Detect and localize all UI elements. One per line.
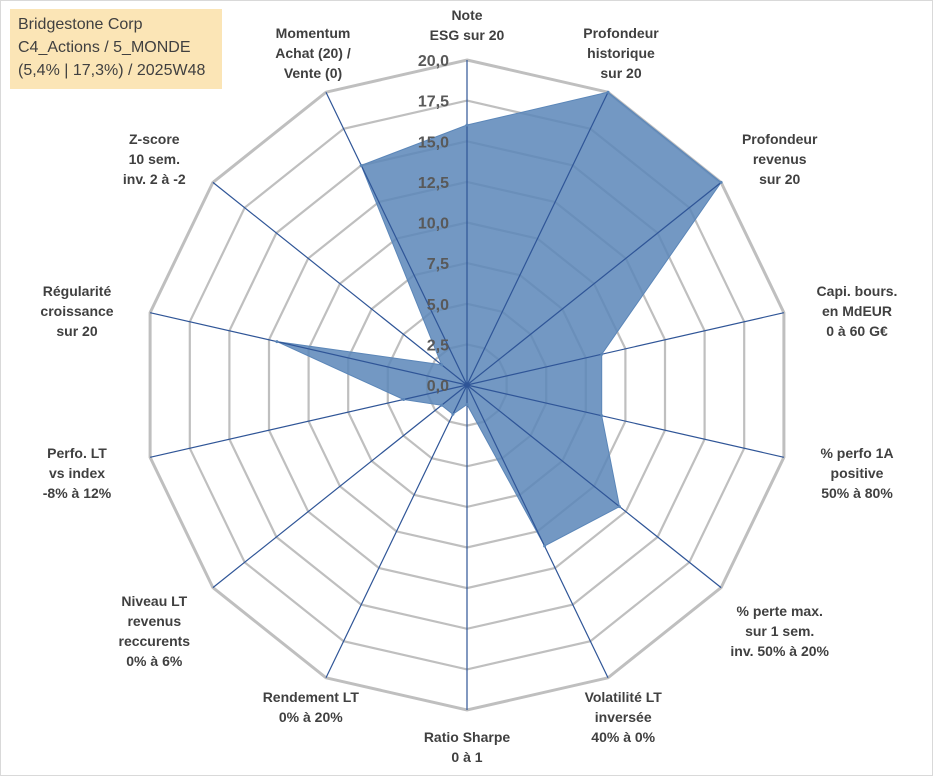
category-label-line: croissance — [40, 303, 113, 319]
data-point — [359, 163, 363, 167]
axis-spoke — [325, 384, 468, 679]
category-label-line: 0 à 60 G€ — [826, 323, 888, 339]
category-label-line: Momentum — [276, 25, 351, 41]
category-label-line: Rendement LT — [263, 689, 360, 705]
tick-label: 0,0 — [427, 378, 449, 395]
tick-label: 2,5 — [427, 337, 449, 354]
category-label: % perte max. sur 1 sem. inv. 50% à 20% — [730, 603, 829, 659]
category-label-line: 50% à 80% — [821, 485, 893, 501]
category-label-line: 10 sem. — [129, 151, 180, 167]
category-label-line: sur 20 — [56, 323, 97, 339]
data-point — [451, 412, 455, 416]
category-label-line: % perfo 1A — [820, 445, 893, 461]
axis-spoke — [325, 91, 468, 386]
data-point — [600, 414, 604, 418]
category-label: Niveau LT revenus reccurents 0% à 6% — [119, 593, 191, 669]
axis-spoke — [212, 181, 468, 386]
data-point — [440, 403, 444, 407]
category-label-line: inv. 50% à 20% — [730, 643, 829, 659]
tick-label: 17,5 — [418, 94, 449, 111]
category-label: Régularité croissance sur 20 — [40, 283, 113, 339]
category-label: Profondeur historique sur 20 — [583, 25, 659, 81]
category-label: Ratio Sharpe 0 à 1 — [424, 729, 511, 765]
data-point — [719, 180, 723, 184]
category-label-line: Z-score — [129, 131, 180, 147]
data-point — [606, 90, 610, 94]
category-label-line: Niveau LT — [121, 593, 187, 609]
category-label-line: Note — [451, 7, 482, 23]
category-label-line: Volatilité LT — [585, 689, 663, 705]
tick-label: 12,5 — [418, 175, 449, 192]
axis-spoke — [466, 312, 785, 386]
data-point — [618, 505, 621, 509]
category-label-line: Profondeur — [583, 25, 659, 41]
category-label-line: historique — [587, 45, 655, 61]
axis-spoke — [466, 181, 722, 386]
category-label-line: Perfo. LT — [47, 445, 107, 461]
category-label-line: sur 1 sem. — [745, 623, 814, 639]
category-label: Perfo. LT vs index -8% à 12% — [43, 445, 112, 501]
category-label-line: 0% à 6% — [126, 653, 183, 669]
axis-spoke — [466, 91, 609, 386]
axis-spoke — [466, 384, 609, 679]
data-point — [440, 363, 444, 367]
category-label-line: revenus — [753, 151, 807, 167]
category-label-line: 0% à 20% — [279, 709, 343, 725]
info-category: C4_Actions / 5_MONDE — [18, 39, 191, 56]
category-label-line: inversée — [595, 709, 652, 725]
axis-spoke — [149, 384, 468, 458]
data-point — [600, 352, 604, 356]
category-label-line: reccurents — [119, 633, 191, 649]
tick-label: 15,0 — [418, 134, 449, 151]
category-label: Profondeur revenus sur 20 — [742, 131, 818, 187]
category-label-line: inv. 2 à -2 — [123, 171, 186, 187]
tick-label: 10,0 — [418, 216, 449, 233]
category-label: Capi. bours. en MdEUR 0 à 60 G€ — [817, 283, 898, 339]
category-label-line: Ratio Sharpe — [424, 729, 511, 745]
category-label-line: sur 20 — [600, 65, 641, 81]
info-box: Bridgestone Corp C4_Actions / 5_MONDE (5… — [10, 9, 222, 89]
tick-label: 7,5 — [427, 256, 449, 273]
category-label: Volatilité LT inversée 40% à 0% — [585, 689, 663, 745]
category-label-line: revenus — [127, 613, 181, 629]
category-label-line: Profondeur — [742, 131, 818, 147]
category-label: Momentum Achat (20) / Vente (0) — [275, 25, 351, 81]
category-label-line: en MdEUR — [822, 303, 892, 319]
category-label-line: positive — [831, 465, 884, 481]
tick-label: 5,0 — [427, 297, 449, 314]
tick-label: 20,0 — [418, 53, 449, 70]
data-point — [465, 123, 469, 127]
category-label-line: Vente (0) — [284, 65, 342, 81]
data-point — [402, 398, 406, 401]
axis-spoke — [212, 384, 468, 589]
category-label-line: 40% à 0% — [591, 729, 655, 745]
category-label-line: vs index — [49, 465, 105, 481]
category-label: % perfo 1A positive 50% à 80% — [820, 445, 893, 501]
axis-spoke — [466, 384, 785, 458]
info-company: Bridgestone Corp — [18, 16, 143, 33]
data-point — [465, 403, 469, 406]
category-label: Z-score 10 sem. inv. 2 à -2 — [123, 131, 186, 187]
category-label-line: % perte max. — [737, 603, 823, 619]
data-point — [275, 340, 279, 344]
info-stats: (5,4% | 17,3%) / 2025W48 — [18, 62, 206, 79]
category-label-line: 0 à 1 — [451, 749, 482, 765]
category-label-line: Achat (20) / — [275, 45, 351, 61]
category-label: Note ESG sur 20 — [430, 7, 505, 43]
category-label-line: ESG sur 20 — [430, 27, 505, 43]
data-point — [543, 544, 547, 548]
category-label-line: Capi. bours. — [817, 283, 898, 299]
category-label-line: sur 20 — [759, 171, 800, 187]
axis-spoke — [149, 312, 468, 386]
category-label-line: Régularité — [43, 283, 112, 299]
category-label: Rendement LT 0% à 20% — [263, 689, 360, 725]
category-label-line: -8% à 12% — [43, 485, 112, 501]
axis-spoke — [466, 384, 722, 589]
